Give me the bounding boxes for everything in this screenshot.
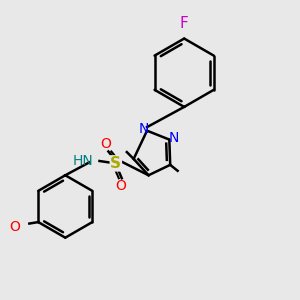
Text: N: N <box>169 131 179 145</box>
Text: F: F <box>180 16 189 31</box>
Text: N: N <box>139 122 149 136</box>
Text: O: O <box>100 137 111 151</box>
Text: O: O <box>10 220 20 233</box>
Text: O: O <box>115 179 126 193</box>
Text: HN: HN <box>72 154 93 168</box>
Text: S: S <box>110 156 121 171</box>
